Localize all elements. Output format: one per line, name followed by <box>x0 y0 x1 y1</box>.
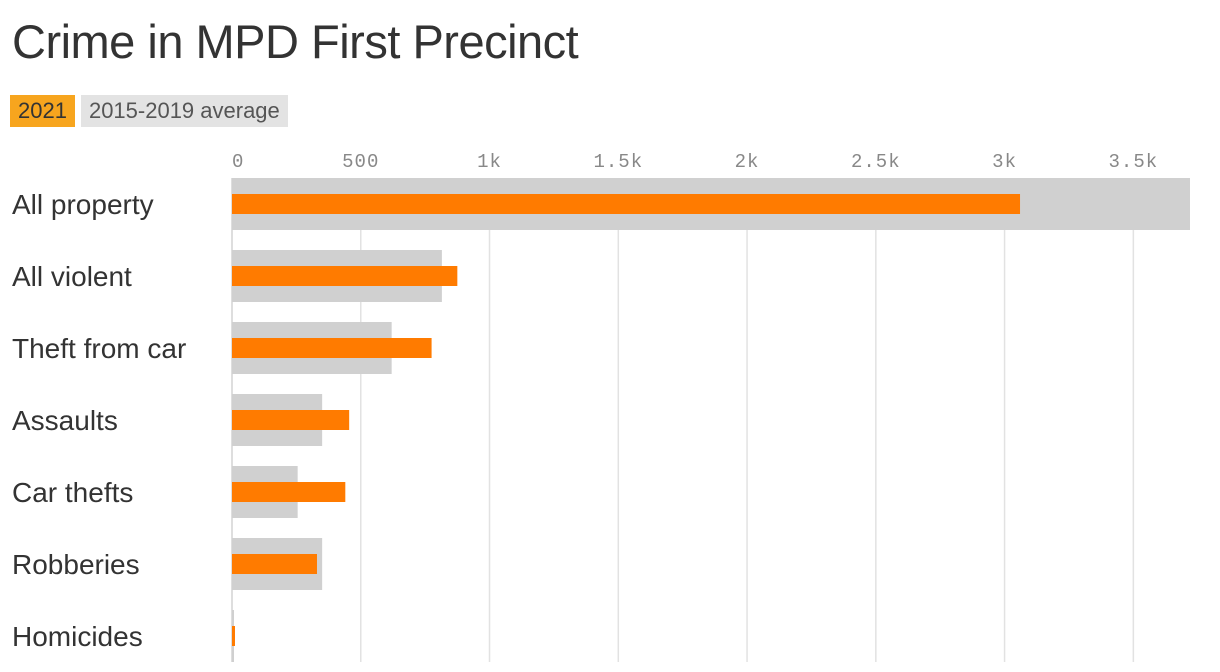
category-label: Theft from car <box>12 333 186 364</box>
bar-2021 <box>232 626 235 646</box>
bar-2021 <box>232 482 346 502</box>
category-label: All violent <box>12 261 132 292</box>
x-tick-label: 2k <box>735 151 760 173</box>
category-labels: All property All violent Theft from car Ass… <box>12 189 186 652</box>
x-tick-label: 3.5k <box>1109 151 1159 173</box>
bar-2021 <box>232 338 432 358</box>
category-label: Homicides <box>12 621 143 652</box>
legend-item-average: 2015-2019 average <box>80 95 288 127</box>
bars <box>232 178 1190 662</box>
legend: 2021 2015-2019 average <box>10 95 288 127</box>
x-axis-ticks: 0 500 1k 1.5k 2k 2.5k 3k 3.5k <box>232 151 1159 173</box>
bar-2021 <box>232 266 458 286</box>
bar-2021 <box>232 554 317 574</box>
bar-2021 <box>232 410 350 430</box>
category-label: Car thefts <box>12 477 133 508</box>
category-label: Assaults <box>12 405 118 436</box>
x-tick-label: 0 <box>232 151 244 173</box>
x-tick-label: 2.5k <box>851 151 901 173</box>
x-tick-label: 1k <box>477 151 502 173</box>
x-tick-label: 500 <box>342 151 379 173</box>
category-label: All property <box>12 189 154 220</box>
chart-title: Crime in MPD First Precinct <box>12 15 579 68</box>
category-label: Robberies <box>12 549 140 580</box>
x-tick-label: 1.5k <box>593 151 643 173</box>
bar-2021 <box>232 194 1021 214</box>
x-tick-label: 3k <box>992 151 1017 173</box>
legend-item-2021: 2021 <box>10 95 75 127</box>
